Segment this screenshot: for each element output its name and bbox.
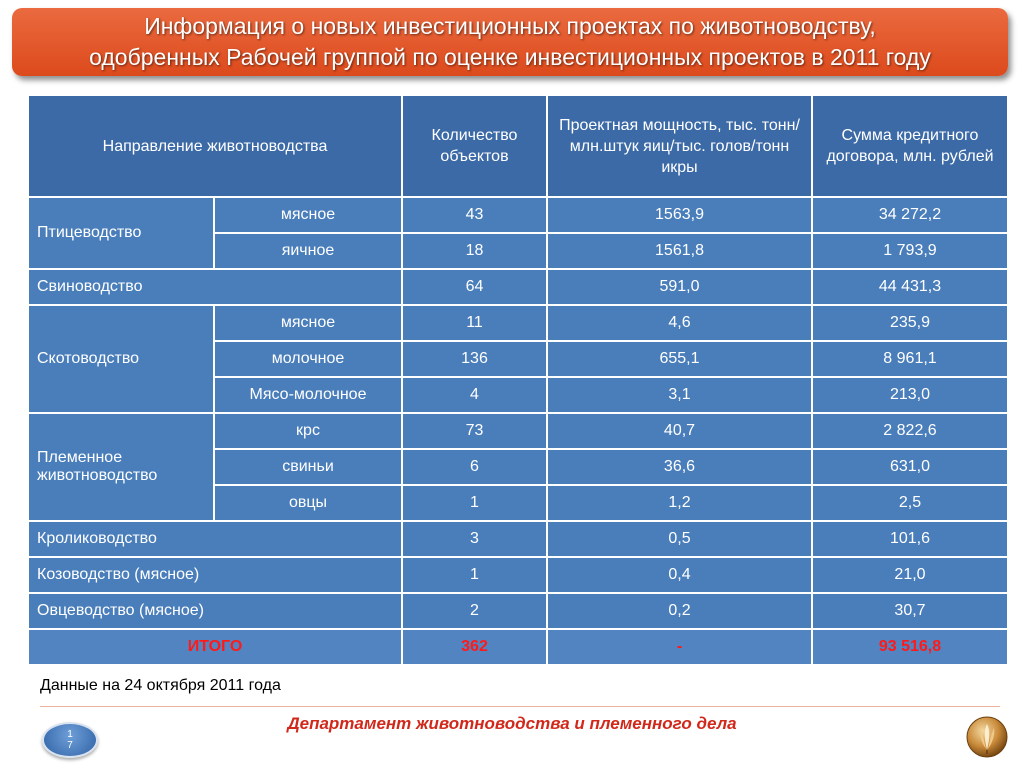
row-capacity: 1563,9 <box>546 196 813 234</box>
row-capacity: 0,4 <box>546 556 813 594</box>
total-sum: 93 516,8 <box>811 628 1009 666</box>
table-row: овцы 1 1,2 2,5 <box>28 484 1009 522</box>
row-count: 11 <box>401 304 548 342</box>
row-count: 136 <box>401 340 548 378</box>
title-line-1: Информация о новых инвестиционных проект… <box>144 13 876 39</box>
department-footer: Департамент животноводства и племенного … <box>287 714 737 733</box>
page-number-top: 1 <box>67 729 73 740</box>
row-subcategory: мясное <box>213 304 403 342</box>
row-sum: 8 961,1 <box>811 340 1009 378</box>
total-capacity: - <box>546 628 813 666</box>
row-capacity: 3,1 <box>546 376 813 414</box>
table-row: Мясо-молочное 4 3,1 213,0 <box>28 376 1009 414</box>
row-sum: 1 793,9 <box>811 232 1009 270</box>
total-row: ИТОГО 362 - 93 516,8 <box>27 628 1009 666</box>
row-sum: 44 431,3 <box>811 268 1009 306</box>
row-name: Свиноводство <box>27 268 403 306</box>
row-sum: 30,7 <box>811 592 1009 630</box>
wheat-emblem-icon <box>966 716 1008 758</box>
slide-title: Информация о новых инвестиционных проект… <box>12 8 1008 76</box>
row-capacity: 36,6 <box>546 448 813 486</box>
row-name: Овцеводство (мясное) <box>27 592 403 630</box>
table-row: Козоводство (мясное) 1 0,4 21,0 <box>27 556 1009 594</box>
row-count: 2 <box>401 592 548 630</box>
table-row: яичное 18 1561,8 1 793,9 <box>28 232 1009 270</box>
row-subcategory: овцы <box>213 484 403 522</box>
row-subcategory: молочное <box>213 340 403 378</box>
total-count: 362 <box>401 628 548 666</box>
row-sum: 2,5 <box>811 484 1009 522</box>
row-capacity: 40,7 <box>546 412 813 450</box>
row-count: 4 <box>401 376 548 414</box>
table-row: молочное 136 655,1 8 961,1 <box>28 340 1009 378</box>
table-row: Свиноводство 64 591,0 44 431,3 <box>27 268 1009 306</box>
row-capacity: 591,0 <box>546 268 813 306</box>
row-name: Козоводство (мясное) <box>27 556 403 594</box>
row-count: 3 <box>401 520 548 558</box>
row-count: 1 <box>401 556 548 594</box>
table-row: Скотоводство мясное 11 4,6 235,9 <box>27 304 1009 414</box>
table-row: Племенное животноводство крс 73 40,7 2 8… <box>27 412 1009 522</box>
group-label-poultry: Птицеводство <box>27 196 215 270</box>
row-count: 43 <box>401 196 548 234</box>
table-row: Птицеводство мясное 43 1563,9 34 272,2 <box>27 196 1009 270</box>
header-direction: Направление животноводства <box>27 94 403 198</box>
row-sum: 34 272,2 <box>811 196 1009 234</box>
row-count: 6 <box>401 448 548 486</box>
table-row: свиньи 6 36,6 631,0 <box>28 448 1009 486</box>
row-sum: 213,0 <box>811 376 1009 414</box>
row-subcategory: мясное <box>213 196 403 234</box>
row-sum: 21,0 <box>811 556 1009 594</box>
row-name: Кролиководство <box>27 520 403 558</box>
header-capacity: Проектная мощность, тыс. тонн/млн.штук я… <box>546 94 813 198</box>
row-capacity: 4,6 <box>546 304 813 342</box>
header-sum: Сумма кредитного договора, млн. рублей <box>811 94 1009 198</box>
row-capacity: 655,1 <box>546 340 813 378</box>
group-label-cattle: Скотоводство <box>27 304 215 414</box>
total-label: ИТОГО <box>27 628 403 666</box>
data-date-note: Данные на 24 октября 2011 года <box>40 677 281 694</box>
group-label-breeding: Племенное животноводство <box>27 412 215 522</box>
page-number-bottom: 7 <box>67 740 73 751</box>
row-capacity: 0,2 <box>546 592 813 630</box>
investment-projects-table: Направление животноводства Количество об… <box>27 94 1009 666</box>
title-line-2: одобренных Рабочей группой по оценке инв… <box>89 44 931 70</box>
row-subcategory: Мясо-молочное <box>213 376 403 414</box>
row-capacity: 1,2 <box>546 484 813 522</box>
footer-divider <box>40 706 1000 707</box>
row-sum: 631,0 <box>811 448 1009 486</box>
row-capacity: 0,5 <box>546 520 813 558</box>
row-sum: 235,9 <box>811 304 1009 342</box>
page-number-badge: 1 7 <box>42 722 98 758</box>
row-sum: 2 822,6 <box>811 412 1009 450</box>
row-count: 73 <box>401 412 548 450</box>
table-row: Овцеводство (мясное) 2 0,2 30,7 <box>27 592 1009 630</box>
row-count: 64 <box>401 268 548 306</box>
row-subcategory: свиньи <box>213 448 403 486</box>
row-count: 18 <box>401 232 548 270</box>
table-header-row: Направление животноводства Количество об… <box>27 94 1009 198</box>
row-subcategory: крс <box>213 412 403 450</box>
table-row: Кролиководство 3 0,5 101,6 <box>27 520 1009 558</box>
header-count: Количество объектов <box>401 94 548 198</box>
row-count: 1 <box>401 484 548 522</box>
row-sum: 101,6 <box>811 520 1009 558</box>
row-capacity: 1561,8 <box>546 232 813 270</box>
row-subcategory: яичное <box>213 232 403 270</box>
